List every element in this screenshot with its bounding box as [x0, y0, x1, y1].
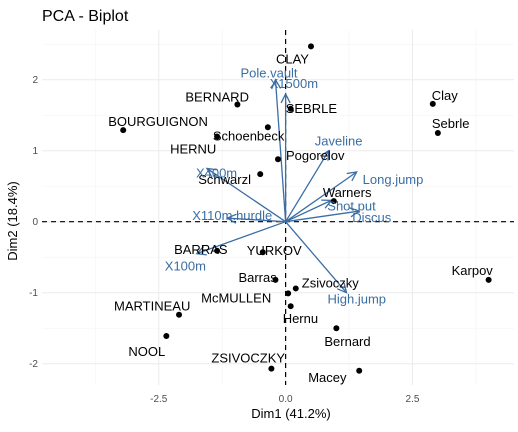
individual-point [120, 127, 127, 134]
individual-label: BARRAS [174, 242, 228, 257]
variable-arrow [225, 213, 286, 224]
individual-point [268, 365, 275, 372]
individual-label: HERNU [170, 142, 216, 157]
variable-label: Long.jump [363, 172, 424, 187]
individual-label: Karpov [452, 263, 494, 278]
variable-arrow [271, 78, 287, 222]
individual-point [434, 129, 441, 136]
individual-point [214, 133, 221, 140]
individual-label: McMULLEN [201, 290, 271, 305]
individual-label: YURKOV [247, 243, 302, 258]
individual-points [120, 43, 492, 374]
individual-point [333, 325, 340, 332]
individual-point [259, 249, 266, 256]
variable-label: X400m [196, 165, 237, 180]
individual-label: BERNARD [185, 90, 249, 105]
individual-label: CLAY [276, 51, 309, 66]
y-tick-label: 1 [32, 146, 38, 157]
x-tick-label: 2.5 [406, 394, 420, 405]
y-axis-title: Dim2 (18.4%) [5, 181, 20, 260]
individual-point [275, 156, 281, 163]
variable-label: X100m [165, 259, 206, 274]
variable-arrow [285, 149, 330, 223]
y-tick-label: -1 [29, 288, 38, 299]
x-axis-title: Dim1 (41.2%) [251, 406, 330, 421]
individual-label: Schoenbeck [213, 128, 285, 143]
x-tick-label: 0.0 [279, 394, 293, 405]
individual-point [272, 276, 279, 283]
individual-label: ZSIVOCZKY [211, 351, 285, 366]
individual-labels: CLAY BERNARD SEBRLE BOURGUIGNON SchoenbeckHE… [108, 51, 493, 384]
individual-label: Schwarzl [198, 172, 251, 187]
variable-arrow [285, 171, 358, 223]
individual-point [264, 124, 271, 131]
individual-point [485, 276, 492, 283]
individual-label: Warners [323, 185, 372, 200]
individual-label: Macey [308, 370, 347, 385]
individual-label: Sebrle [432, 116, 470, 131]
individual-point [292, 285, 299, 292]
y-tick-label: 0 [32, 217, 38, 228]
variable-arrow [195, 221, 286, 256]
individual-point [163, 333, 170, 340]
individual-label: Hernu [283, 311, 318, 326]
variable-arrow [285, 221, 348, 294]
variable-label: High.jump [328, 292, 387, 307]
variable-label: X110m.hurdle [192, 208, 272, 223]
individual-point [176, 311, 183, 318]
chart-title: PCA - Biplot [42, 8, 129, 25]
individual-point [214, 247, 221, 254]
individual-point [307, 43, 314, 50]
individual-label: Pogorelov [286, 148, 345, 163]
individual-point [234, 101, 241, 108]
variable-arrows [195, 78, 361, 294]
individual-point [287, 303, 294, 310]
variable-label: Pole.vault [240, 66, 297, 81]
individual-label: Zsivoczky [302, 275, 360, 290]
individual-point [285, 290, 292, 297]
variable-label: X1500m [270, 76, 318, 91]
variable-label: Discus [352, 210, 392, 225]
variable-arrow [280, 92, 291, 222]
y-tick-label: -2 [29, 359, 38, 370]
variable-label: Shot.put [327, 198, 376, 213]
individual-label: MARTINEAU [114, 299, 190, 314]
y-tick-label: 2 [32, 75, 38, 86]
individual-point [429, 100, 436, 107]
individual-label: NOOL [128, 344, 165, 359]
individual-label: Clay [432, 88, 459, 103]
individual-label: SEBRLE [286, 101, 338, 116]
individual-point [356, 367, 363, 374]
individual-point [330, 198, 337, 205]
variable-arrow [205, 167, 286, 223]
individual-label: Barras [238, 270, 277, 285]
axis-ticks: -2.5 0.0 2.5 -2 -1 0 1 2 [29, 75, 420, 405]
individual-label: Bernard [324, 334, 370, 349]
x-tick-label: -2.5 [150, 394, 168, 405]
variable-arrow [285, 207, 361, 223]
individual-label: BOURGUIGNON [108, 114, 208, 129]
individual-point [257, 171, 264, 178]
grid [42, 30, 514, 385]
variable-label: Javeline [315, 134, 363, 149]
individual-point [287, 105, 294, 112]
